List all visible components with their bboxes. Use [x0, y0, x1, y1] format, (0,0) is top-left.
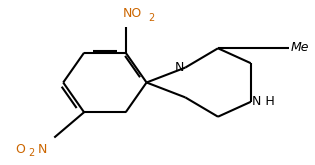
Text: 2: 2 — [28, 148, 34, 158]
Text: N: N — [38, 143, 47, 156]
Text: 2: 2 — [148, 13, 154, 23]
Text: N: N — [175, 61, 184, 74]
Text: N H: N H — [252, 95, 275, 108]
Text: Me: Me — [291, 41, 309, 54]
Text: O: O — [15, 143, 26, 156]
Text: NO: NO — [123, 7, 142, 20]
